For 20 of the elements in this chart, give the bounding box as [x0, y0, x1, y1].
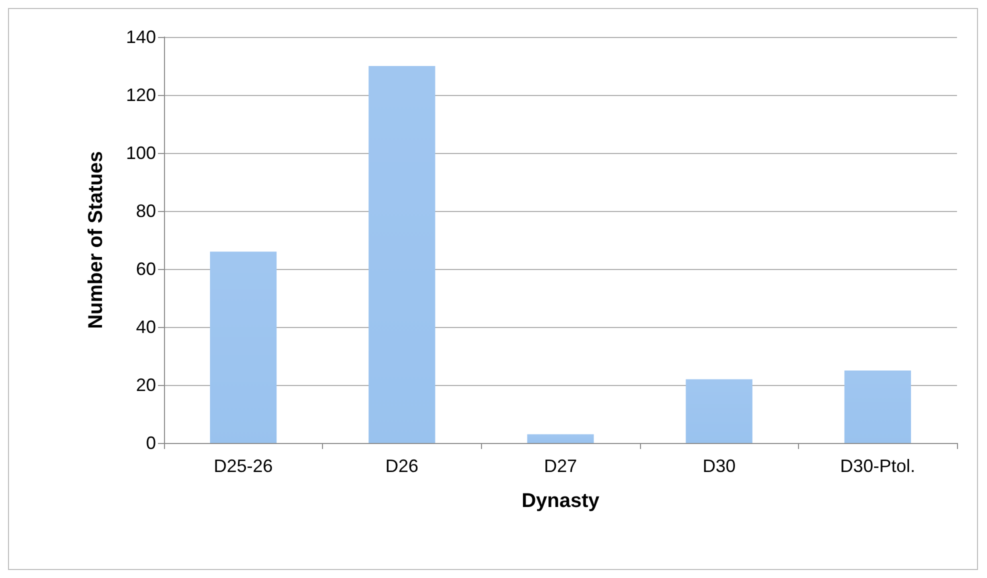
y-tick-label: 140	[126, 27, 156, 47]
y-tick-label: 80	[136, 201, 156, 221]
bar	[210, 252, 277, 443]
x-tick-label: D30-Ptol.	[840, 456, 916, 476]
y-tick-label: 20	[136, 375, 156, 395]
bar	[527, 434, 594, 443]
x-tick-label: D26	[385, 456, 418, 476]
x-tick-label: D25-26	[214, 456, 273, 476]
x-axis-title: Dynasty	[522, 490, 600, 512]
y-tick-label: 100	[126, 143, 156, 163]
x-tick-label: D30	[702, 456, 736, 476]
y-axis-title: Number of Statues	[85, 151, 107, 329]
bar	[844, 370, 912, 443]
bar	[368, 66, 436, 443]
y-tick-label: 40	[136, 317, 156, 337]
x-tick-label: D27	[544, 456, 578, 476]
y-tick-label: 60	[136, 259, 156, 279]
bar	[686, 379, 752, 443]
y-tick-label: 120	[126, 85, 156, 105]
y-tick-label: 0	[146, 433, 156, 453]
